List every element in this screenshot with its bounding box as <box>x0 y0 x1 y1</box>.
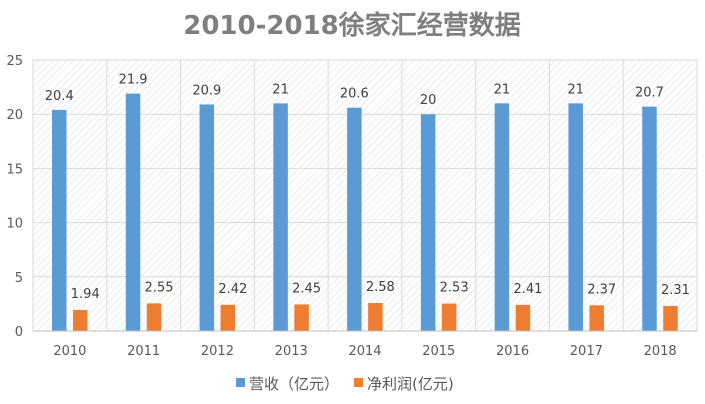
x-tick-label: 2013 <box>275 344 308 359</box>
x-tick-label: 2016 <box>496 344 529 359</box>
data-label: 1.94 <box>71 287 100 302</box>
legend-swatch <box>236 378 245 387</box>
y-tick-label: 20 <box>6 108 23 123</box>
chart-title: 2010-2018徐家汇经营数据 <box>183 10 521 41</box>
legend-swatch <box>354 378 363 387</box>
bar-revenue <box>494 103 510 331</box>
bar-profit <box>589 305 604 331</box>
data-label: 21.9 <box>119 73 148 88</box>
x-tick-label: 2012 <box>201 344 234 359</box>
data-label: 20.6 <box>340 87 369 102</box>
bar-revenue <box>273 103 288 331</box>
bar-revenue <box>420 114 436 331</box>
x-tick-label: 2014 <box>348 344 381 359</box>
bar-profit <box>663 305 678 331</box>
bar-revenue <box>347 107 362 331</box>
x-tick-label: 2018 <box>644 344 677 359</box>
bar-revenue <box>125 93 141 331</box>
data-label: 2.45 <box>292 281 321 296</box>
data-label: 20.9 <box>192 83 221 98</box>
bar-profit <box>368 303 383 331</box>
x-tick-label: 2010 <box>53 344 86 359</box>
bar-revenue <box>199 104 215 331</box>
y-tick-label: 25 <box>6 54 23 69</box>
plot-area <box>33 60 697 331</box>
x-tick-label: 2011 <box>127 344 160 359</box>
x-tick-label: 2015 <box>422 344 455 359</box>
bar-profit <box>441 303 457 331</box>
legend-label: 营收（亿元） <box>249 375 339 393</box>
legend-label: 净利润(亿元) <box>367 375 454 393</box>
bar-profit <box>146 303 162 331</box>
data-label: 2.55 <box>145 280 174 295</box>
x-tick-label: 2017 <box>570 344 603 359</box>
y-tick-label: 10 <box>6 217 23 232</box>
data-label: 2.31 <box>661 283 690 298</box>
data-label: 2.37 <box>587 282 616 297</box>
bar-revenue <box>568 103 583 331</box>
data-label: 20 <box>420 93 437 108</box>
data-label: 21 <box>494 82 511 97</box>
y-tick-label: 0 <box>15 325 23 340</box>
bar-profit <box>73 309 88 331</box>
y-tick-label: 5 <box>15 271 23 286</box>
data-label: 2.42 <box>218 282 247 297</box>
bar-profit <box>220 304 236 331</box>
data-label: 2.53 <box>440 281 469 296</box>
bar-profit <box>294 304 309 331</box>
data-label: 2.41 <box>513 282 542 297</box>
data-label: 20.7 <box>635 86 664 101</box>
data-label: 21 <box>272 82 289 97</box>
data-label: 20.4 <box>45 89 74 104</box>
bar-revenue <box>52 109 67 331</box>
bar-revenue <box>642 106 657 331</box>
y-tick-label: 15 <box>6 162 23 177</box>
bar-profit <box>515 304 531 331</box>
data-label: 21 <box>567 82 584 97</box>
data-label: 2.58 <box>366 280 395 295</box>
